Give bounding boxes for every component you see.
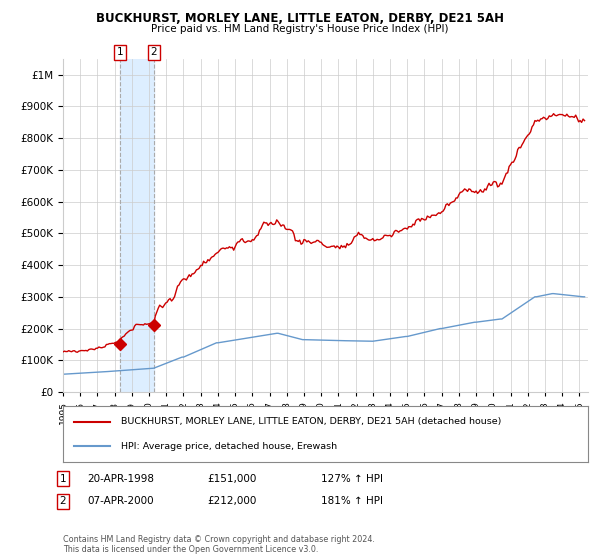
Text: 181% ↑ HPI: 181% ↑ HPI (321, 496, 383, 506)
Text: 127% ↑ HPI: 127% ↑ HPI (321, 474, 383, 484)
Text: 2: 2 (151, 47, 157, 57)
Text: BUCKHURST, MORLEY LANE, LITTLE EATON, DERBY, DE21 5AH: BUCKHURST, MORLEY LANE, LITTLE EATON, DE… (96, 12, 504, 25)
Text: BUCKHURST, MORLEY LANE, LITTLE EATON, DERBY, DE21 5AH (detached house): BUCKHURST, MORLEY LANE, LITTLE EATON, DE… (121, 417, 501, 426)
Text: 2: 2 (59, 496, 67, 506)
Text: 20-APR-1998: 20-APR-1998 (87, 474, 154, 484)
Text: 1: 1 (116, 47, 123, 57)
Text: Price paid vs. HM Land Registry's House Price Index (HPI): Price paid vs. HM Land Registry's House … (151, 24, 449, 34)
Bar (120, 59, 154, 392)
Text: Contains HM Land Registry data © Crown copyright and database right 2024.
This d: Contains HM Land Registry data © Crown c… (63, 535, 375, 554)
Text: 1: 1 (59, 474, 67, 484)
Text: £151,000: £151,000 (207, 474, 256, 484)
Text: HPI: Average price, detached house, Erewash: HPI: Average price, detached house, Erew… (121, 442, 337, 451)
Text: £212,000: £212,000 (207, 496, 256, 506)
Text: 07-APR-2000: 07-APR-2000 (87, 496, 154, 506)
